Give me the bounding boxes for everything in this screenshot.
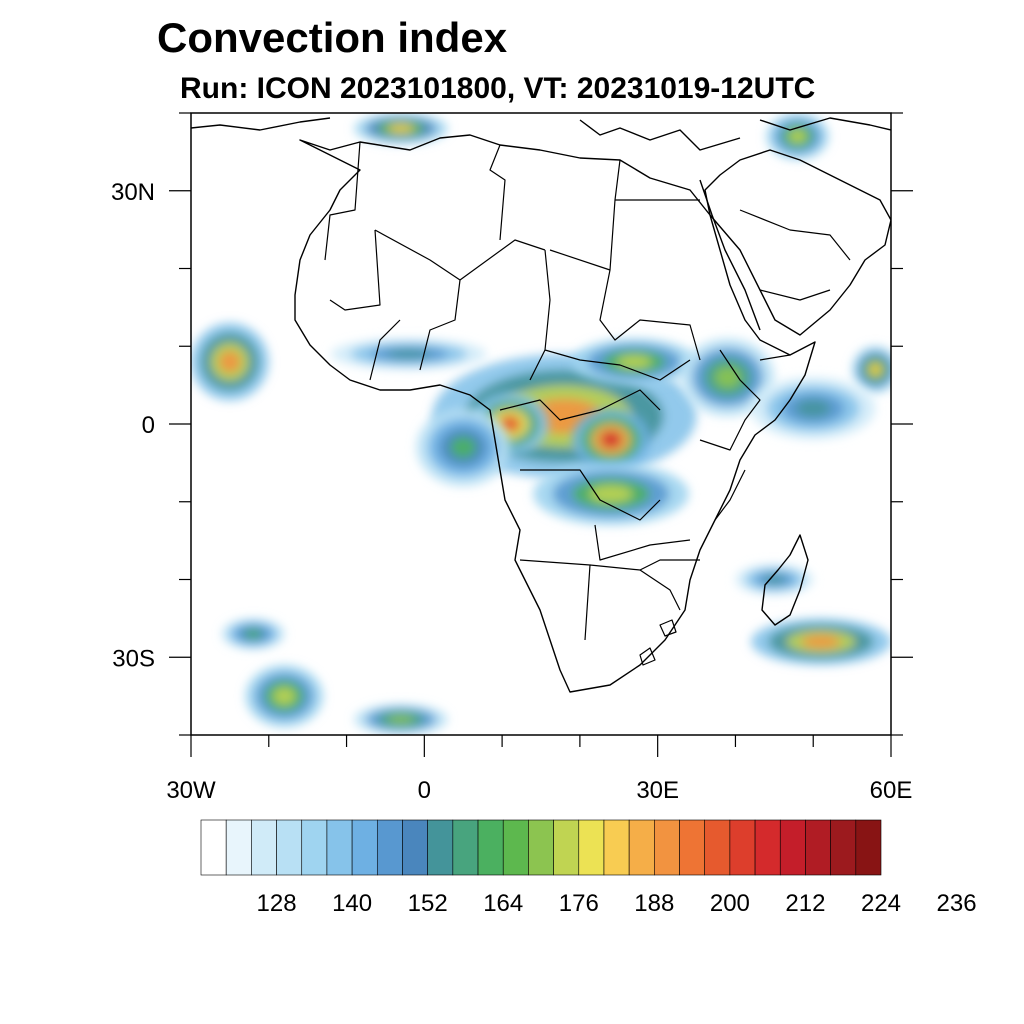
colorbar-swatch — [528, 819, 554, 876]
colorbar-label: 164 — [483, 890, 523, 917]
colorbar-swatch — [855, 819, 882, 876]
y-tick-label: 0 — [142, 412, 155, 439]
colorbar-swatch — [200, 819, 227, 876]
colorbar-label: 224 — [861, 890, 901, 917]
colorbar-swatch — [251, 819, 277, 876]
axis-ticks — [169, 112, 913, 757]
axis-tick-labels: 30W 0 30E 60E 30N 0 30S — [111, 179, 912, 804]
convection-ethiopia — [681, 338, 775, 417]
convection-arabian-sea — [852, 346, 891, 393]
colorbar-swatch — [553, 819, 580, 876]
convection-indian-ocean-east — [751, 377, 876, 440]
colorbar-swatch — [351, 819, 378, 876]
colorbar-label: 140 — [332, 890, 372, 917]
colorbar-label: 188 — [634, 890, 674, 917]
convection-madagascar-east — [735, 563, 814, 596]
x-tick-label: 30E — [636, 777, 679, 804]
colorbar-label: 128 — [257, 890, 297, 917]
colorbar-swatch — [452, 819, 479, 876]
colorbar-label: 212 — [785, 890, 825, 917]
convection-gulf-of-guinea — [416, 408, 510, 487]
colorbar-swatch — [654, 819, 680, 876]
x-tick-label: 0 — [418, 777, 431, 804]
colorbar-swatch — [427, 819, 454, 876]
colorbar-swatch — [326, 819, 353, 876]
colorbar-swatch — [830, 819, 857, 876]
convection-eastern-med — [766, 113, 829, 160]
colorbar-label: 236 — [937, 890, 977, 917]
colorbar-swatch — [628, 819, 655, 876]
colorbar-swatch — [805, 819, 831, 876]
coastlines-borders — [191, 117, 891, 693]
map-subtitle: Run: ICON 2023101800, VT: 20231019-12UTC — [180, 72, 816, 105]
convection-south-drc — [533, 462, 689, 526]
colorbar-swatch — [477, 819, 504, 876]
convection-south-atlantic — [354, 703, 448, 735]
convection-fields — [191, 113, 891, 735]
colorbar-swatch — [754, 819, 781, 876]
colorbar-swatch — [679, 819, 706, 876]
colorbar-swatch — [603, 819, 630, 876]
colorbar-swatch — [779, 819, 806, 876]
convection-atlantic-st-helena — [222, 618, 285, 650]
convection-drc-core — [572, 408, 650, 471]
colorbar-label: 152 — [408, 890, 448, 917]
colorbar-swatch — [502, 819, 529, 876]
africa-coastline — [294, 134, 816, 693]
colorbar-swatch — [578, 819, 605, 876]
map-title: Convection index — [157, 14, 508, 61]
y-tick-label: 30S — [112, 645, 155, 672]
colorbar-swatch — [729, 819, 756, 876]
convection-mediterranean — [354, 113, 448, 145]
europe-coastline — [191, 117, 891, 151]
colorbar-swatch — [704, 819, 731, 876]
colorbar-label: 200 — [710, 890, 750, 917]
convection-south-sudan — [572, 338, 697, 386]
colorbar-swatch — [376, 819, 403, 876]
colorbar: 128 140 152 164 176 188 200 212 224 236 — [200, 819, 977, 917]
colorbar-swatch — [225, 819, 252, 876]
arabia-coastline — [704, 149, 891, 336]
colorbar-swatch — [276, 819, 303, 876]
convection-atlantic-west — [191, 322, 269, 401]
convection-west-africa — [331, 338, 487, 370]
country-borders — [324, 141, 851, 666]
madagascar-coastline — [761, 534, 809, 626]
convection-mozambique-channel — [751, 618, 891, 666]
colorbar-label: 176 — [559, 890, 599, 917]
colorbar-swatch — [301, 819, 328, 876]
colorbar-swatch — [402, 819, 428, 876]
red-sea-coastline — [699, 179, 761, 331]
x-tick-label: 60E — [870, 777, 913, 804]
convection-south-atlantic-sw — [245, 665, 324, 728]
y-tick-label: 30N — [111, 179, 155, 206]
x-tick-label: 30W — [166, 777, 216, 804]
